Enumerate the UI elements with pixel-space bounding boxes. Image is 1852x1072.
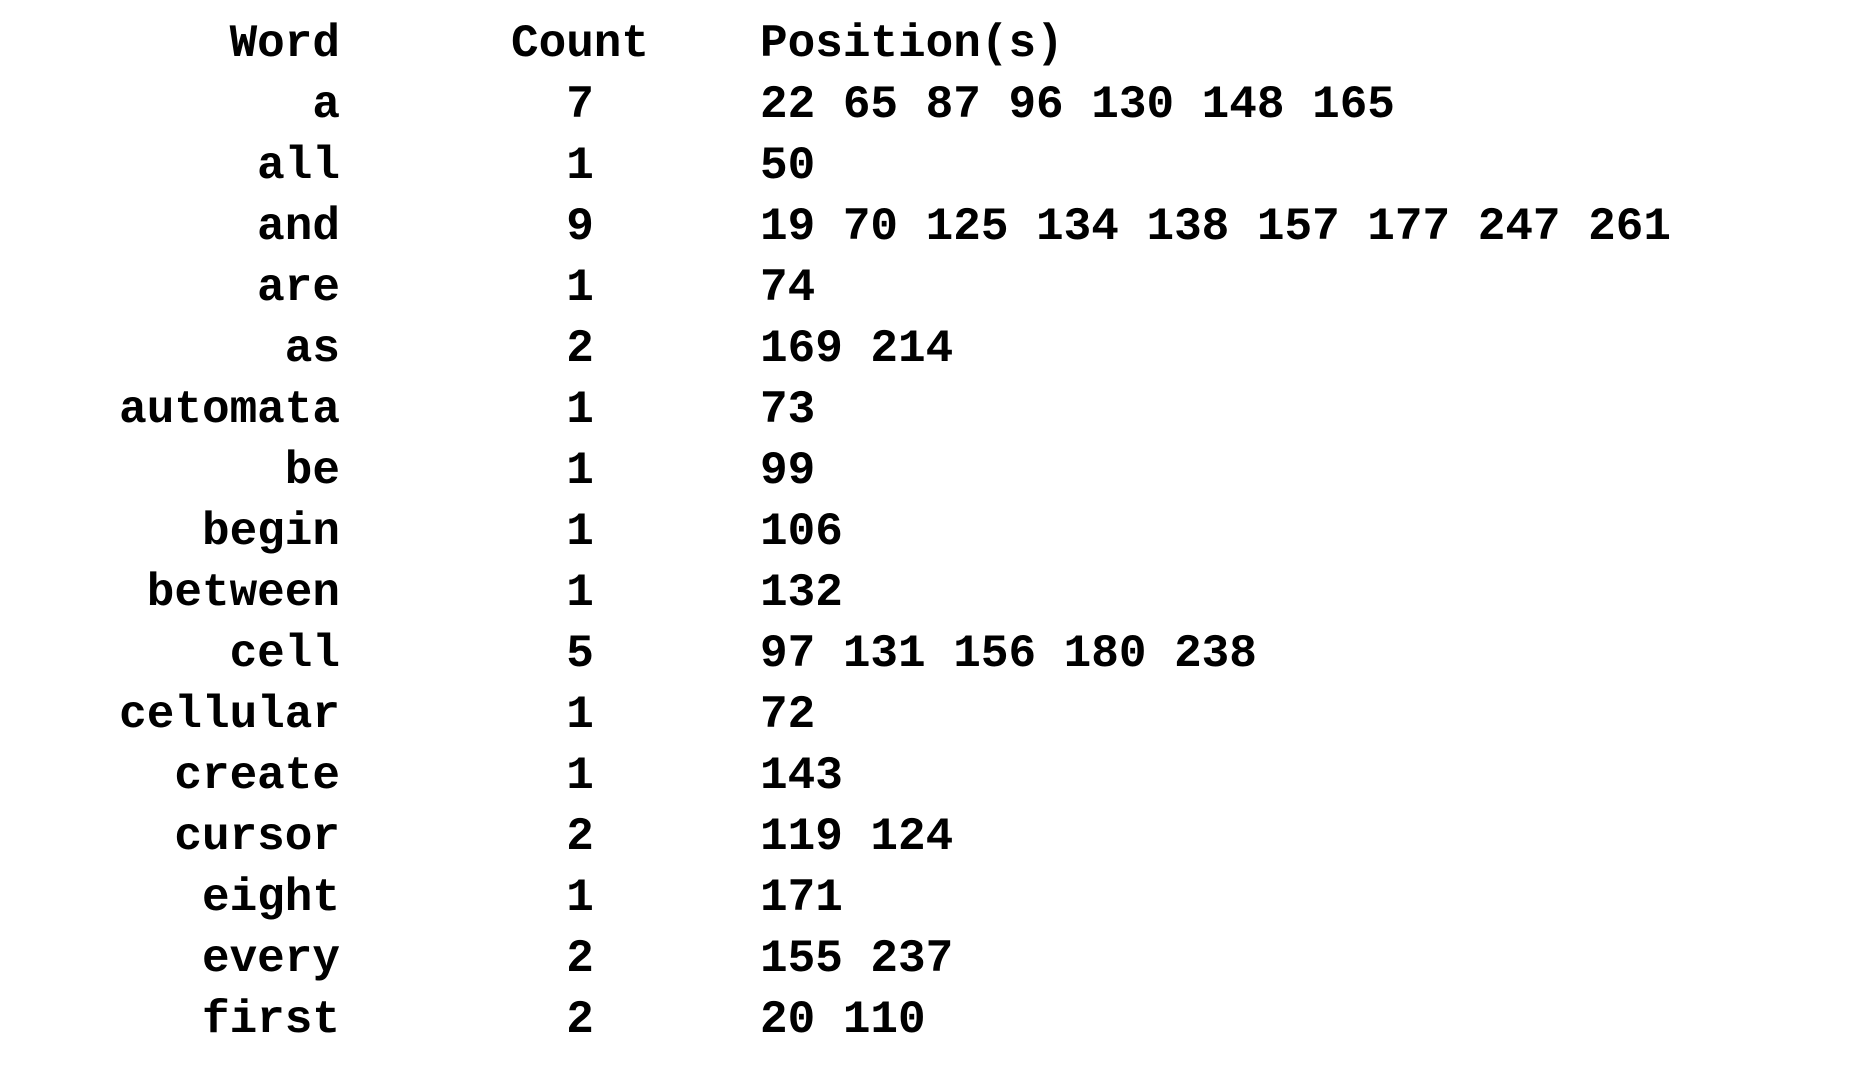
row-count: 1 — [566, 262, 594, 314]
row-positions: 72 — [760, 689, 816, 741]
row-word: create — [174, 750, 340, 802]
row-count: 1 — [566, 140, 594, 192]
row-word: every — [201, 933, 340, 985]
row-word: cursor — [174, 811, 340, 863]
row-positions: 119 124 — [760, 811, 954, 863]
header-word: Word — [229, 18, 340, 70]
row-count: 9 — [566, 201, 594, 253]
row-count: 2 — [566, 811, 594, 863]
row-positions: 20 110 — [760, 994, 926, 1046]
row-count: 2 — [566, 933, 594, 985]
row-positions: 155 237 — [760, 933, 954, 985]
row-positions: 132 — [760, 567, 843, 619]
row-count: 2 — [566, 323, 594, 375]
row-count: 5 — [566, 628, 594, 680]
row-word: and — [257, 201, 340, 253]
row-positions: 169 214 — [760, 323, 954, 375]
row-positions: 74 — [760, 262, 816, 314]
row-word: a — [312, 79, 340, 131]
row-positions: 97 131 156 180 238 — [760, 628, 1257, 680]
row-word: between — [146, 567, 340, 619]
row-word: are — [257, 262, 340, 314]
row-count: 1 — [566, 689, 594, 741]
header-count: Count — [510, 18, 650, 70]
row-word: cell — [229, 628, 340, 680]
row-count: 1 — [566, 506, 594, 558]
row-word: begin — [201, 506, 340, 558]
row-count: 1 — [566, 872, 594, 924]
row-count: 2 — [566, 994, 594, 1046]
row-positions: 50 — [760, 140, 816, 192]
row-word: be — [284, 445, 340, 497]
row-positions: 143 — [760, 750, 843, 802]
row-count: 7 — [566, 79, 594, 131]
row-positions: 22 65 87 96 130 148 165 — [760, 79, 1395, 131]
row-word: automata — [119, 384, 340, 436]
row-positions: 171 — [760, 872, 843, 924]
row-word: as — [284, 323, 340, 375]
row-word: all — [257, 140, 340, 192]
row-positions: 19 70 125 134 138 157 177 247 261 — [760, 201, 1671, 253]
row-count: 1 — [566, 567, 594, 619]
row-count: 1 — [566, 384, 594, 436]
row-positions: 106 — [760, 506, 843, 558]
row-positions: 99 — [760, 445, 816, 497]
row-word: cellular — [119, 689, 340, 741]
header-positions: Position(s) — [760, 18, 1064, 70]
row-word: eight — [201, 872, 340, 924]
row-word: first — [201, 994, 340, 1046]
row-count: 1 — [566, 445, 594, 497]
row-count: 1 — [566, 750, 594, 802]
row-positions: 73 — [760, 384, 816, 436]
